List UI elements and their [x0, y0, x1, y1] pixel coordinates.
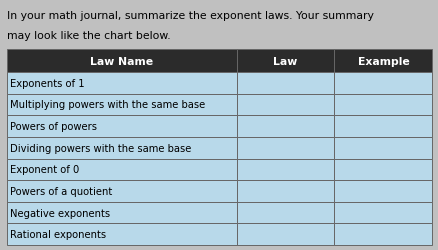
Bar — [236, 94, 334, 116]
Text: Powers of powers: Powers of powers — [10, 122, 96, 132]
Text: Multiplying powers with the same base: Multiplying powers with the same base — [10, 100, 205, 110]
Bar — [334, 50, 431, 73]
Bar — [7, 137, 236, 159]
Text: Dividing powers with the same base: Dividing powers with the same base — [10, 143, 191, 153]
Bar — [334, 73, 431, 94]
Bar — [236, 180, 334, 202]
Bar — [7, 202, 236, 224]
Bar — [236, 224, 334, 245]
Bar — [334, 180, 431, 202]
Bar — [236, 159, 334, 180]
Bar — [7, 116, 236, 137]
Text: Law: Law — [273, 56, 297, 66]
Bar — [236, 50, 334, 73]
Text: Powers of a quotient: Powers of a quotient — [10, 186, 112, 196]
Text: may look like the chart below.: may look like the chart below. — [7, 31, 170, 41]
Bar — [236, 73, 334, 94]
Bar — [334, 137, 431, 159]
Text: Negative exponents: Negative exponents — [10, 208, 110, 218]
Bar — [334, 202, 431, 224]
Bar — [236, 137, 334, 159]
Text: Law Name: Law Name — [90, 56, 153, 66]
Text: In your math journal, summarize the exponent laws. Your summary: In your math journal, summarize the expo… — [7, 11, 373, 21]
Bar — [334, 116, 431, 137]
Bar — [7, 224, 236, 245]
Bar — [7, 50, 236, 73]
Text: Rational exponents: Rational exponents — [10, 229, 106, 239]
Bar — [7, 94, 236, 116]
Bar — [7, 73, 236, 94]
Bar — [7, 159, 236, 180]
Bar — [236, 202, 334, 224]
Bar — [334, 159, 431, 180]
Text: Exponents of 1: Exponents of 1 — [10, 78, 84, 88]
Bar — [7, 180, 236, 202]
Text: Example: Example — [357, 56, 408, 66]
Bar — [334, 94, 431, 116]
Bar — [334, 224, 431, 245]
Bar — [236, 116, 334, 137]
Text: Exponent of 0: Exponent of 0 — [10, 165, 79, 174]
